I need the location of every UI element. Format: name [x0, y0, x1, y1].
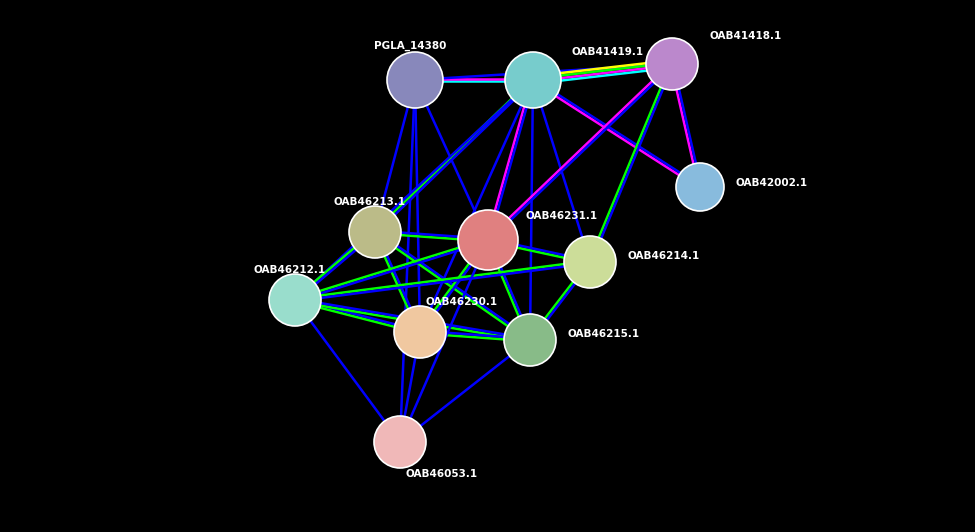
Circle shape — [564, 236, 616, 288]
Circle shape — [394, 306, 446, 358]
Text: OAB46230.1: OAB46230.1 — [425, 297, 497, 307]
Circle shape — [374, 416, 426, 468]
Circle shape — [349, 206, 401, 258]
Circle shape — [269, 274, 321, 326]
Text: OAB46213.1: OAB46213.1 — [333, 197, 406, 207]
Circle shape — [458, 210, 518, 270]
Text: PGLA_14380: PGLA_14380 — [373, 41, 447, 51]
Circle shape — [676, 163, 724, 211]
Text: OAB46212.1: OAB46212.1 — [254, 265, 326, 275]
Text: OAB46214.1: OAB46214.1 — [628, 251, 700, 261]
Text: OAB46053.1: OAB46053.1 — [405, 469, 477, 479]
Text: OAB41419.1: OAB41419.1 — [571, 47, 644, 57]
Text: OAB42002.1: OAB42002.1 — [736, 178, 808, 188]
Circle shape — [504, 314, 556, 366]
Circle shape — [646, 38, 698, 90]
Text: OAB41418.1: OAB41418.1 — [710, 31, 782, 41]
Text: OAB46231.1: OAB46231.1 — [526, 211, 598, 221]
Circle shape — [505, 52, 561, 108]
Circle shape — [387, 52, 443, 108]
Text: OAB46215.1: OAB46215.1 — [568, 329, 641, 339]
